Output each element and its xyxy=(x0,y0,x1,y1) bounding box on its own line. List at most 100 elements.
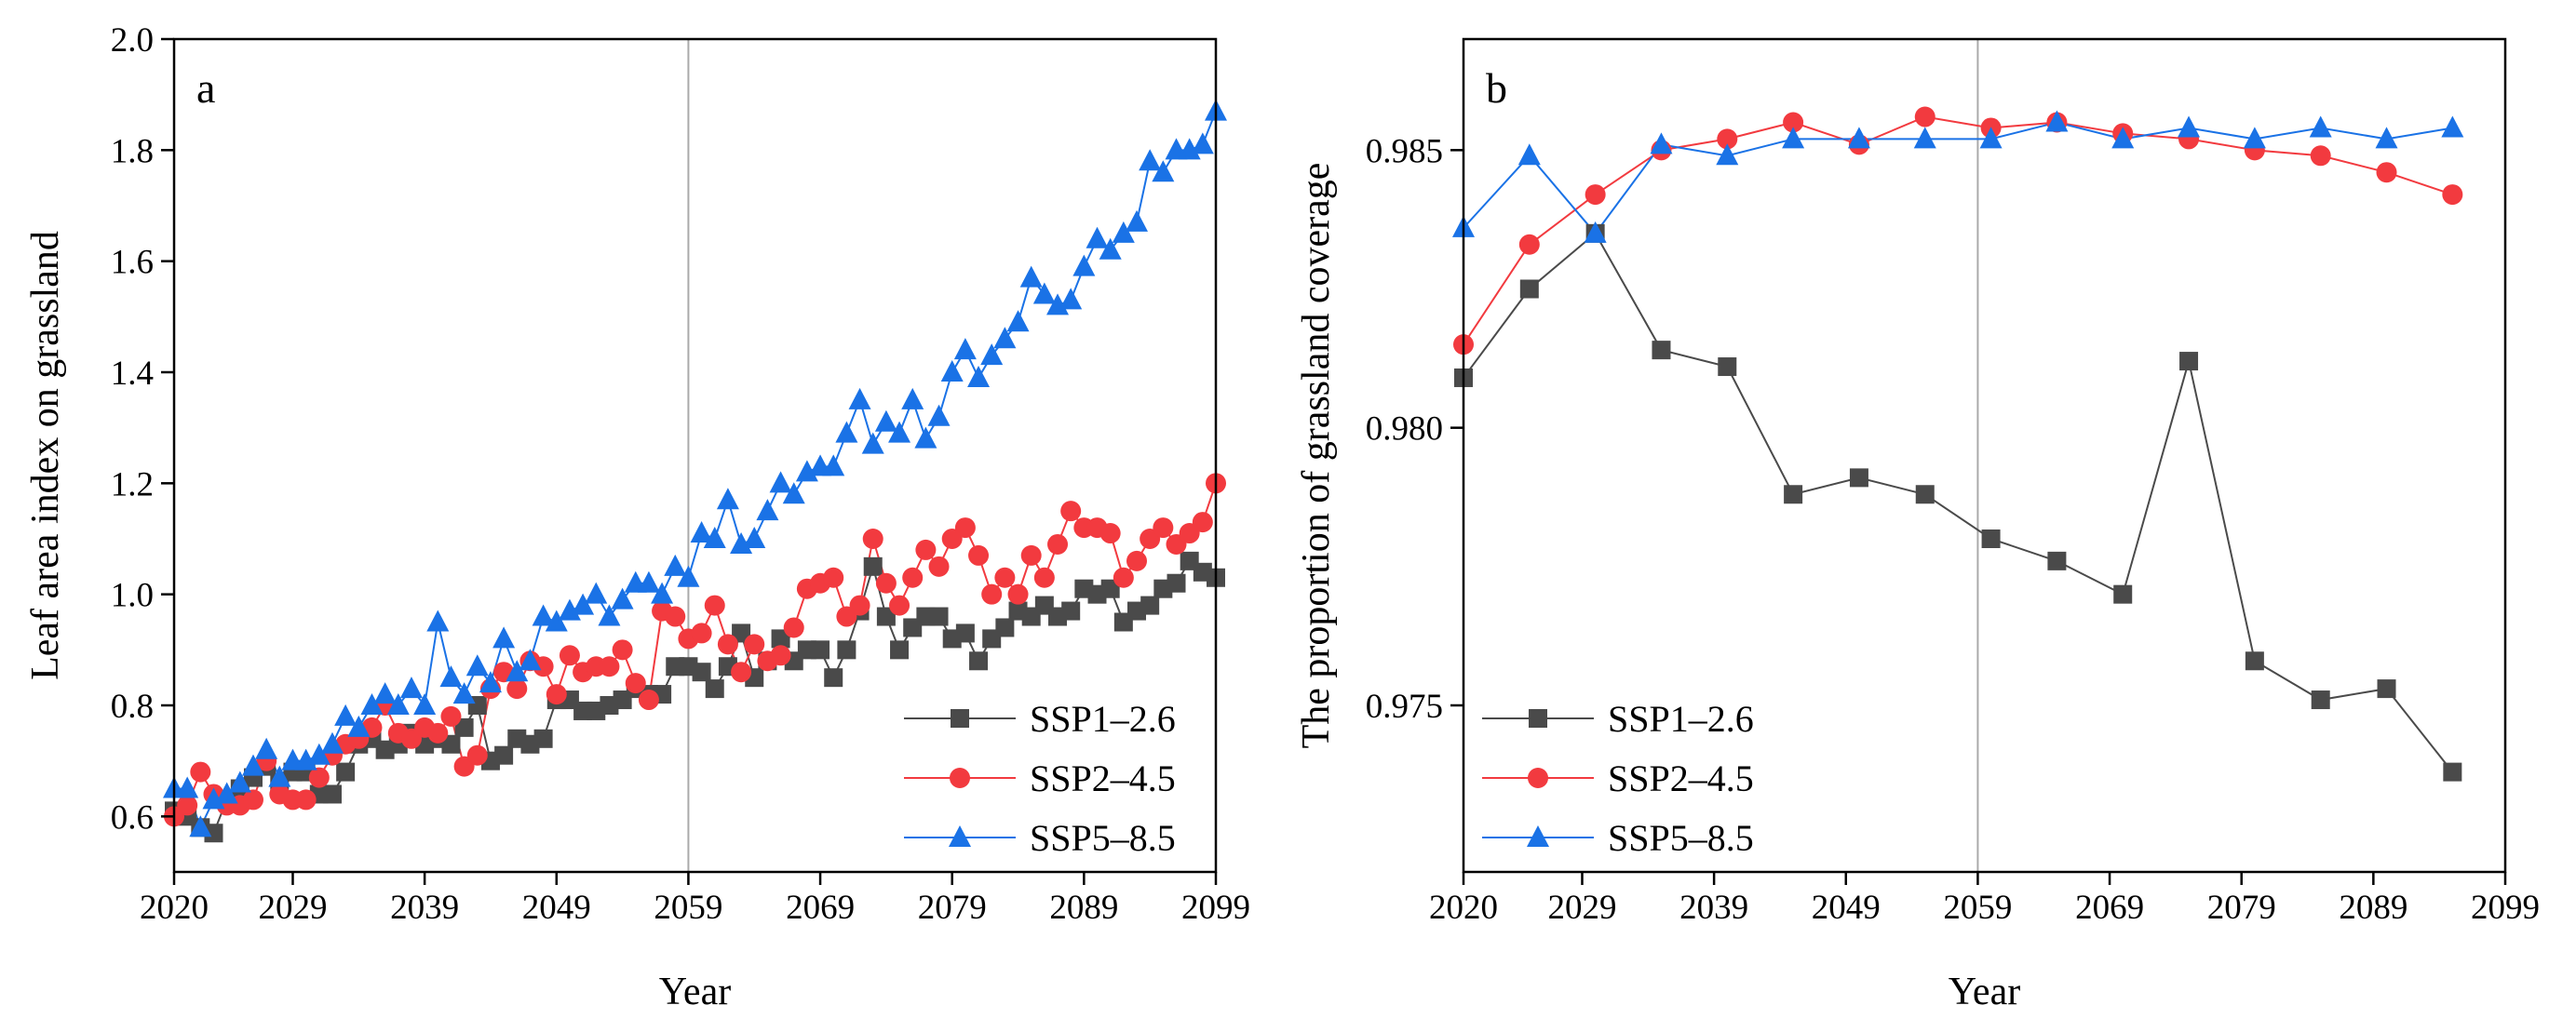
x-tick-label: 2069 xyxy=(2075,889,2144,927)
x-tick-label: 2049 xyxy=(1812,889,1881,927)
y-tick-label: 1.2 xyxy=(111,465,154,503)
y-tick-label: 0.975 xyxy=(1366,688,1443,726)
y-tick-label: 1.6 xyxy=(111,244,154,282)
marker xyxy=(980,343,1004,366)
marker xyxy=(1060,501,1082,522)
marker xyxy=(770,645,791,666)
marker xyxy=(1192,512,1213,533)
marker xyxy=(953,338,977,360)
x-tick-label: 2079 xyxy=(2207,889,2276,927)
legend-marker xyxy=(1529,709,1547,728)
marker xyxy=(889,595,910,616)
marker xyxy=(2179,352,2199,371)
x-tick-label: 2029 xyxy=(1547,889,1616,927)
series-line xyxy=(1463,115,2453,345)
marker xyxy=(322,784,342,804)
marker xyxy=(716,488,739,510)
x-tick-label: 2059 xyxy=(1943,889,2012,927)
marker xyxy=(559,645,580,666)
marker xyxy=(399,677,423,699)
marker xyxy=(1585,184,1606,206)
marker xyxy=(690,521,713,543)
x-tick-label: 2099 xyxy=(1181,889,1250,927)
marker xyxy=(967,365,991,387)
marker xyxy=(993,327,1017,349)
marker xyxy=(215,782,238,804)
marker xyxy=(466,744,488,766)
marker xyxy=(1032,282,1056,304)
legend-label: SSP1–2.6 xyxy=(1030,698,1176,740)
marker xyxy=(1979,127,2003,149)
marker xyxy=(2047,551,2067,570)
marker xyxy=(664,554,687,576)
marker xyxy=(2375,127,2398,149)
panel-label: a xyxy=(196,64,215,112)
marker xyxy=(717,634,738,655)
marker xyxy=(637,570,660,593)
marker xyxy=(189,815,212,838)
marker xyxy=(1059,288,1083,310)
marker xyxy=(2111,127,2135,149)
marker xyxy=(890,640,910,660)
legend-marker xyxy=(951,709,969,728)
marker xyxy=(1178,138,1201,160)
marker xyxy=(849,595,870,616)
marker xyxy=(426,610,450,632)
marker xyxy=(769,471,792,493)
marker xyxy=(771,629,790,649)
marker xyxy=(612,639,633,661)
marker xyxy=(440,705,462,727)
marker xyxy=(336,762,356,782)
marker xyxy=(1915,485,1935,504)
marker xyxy=(822,454,845,476)
legend-marker xyxy=(950,768,970,788)
marker xyxy=(730,531,753,554)
marker xyxy=(1152,160,1175,182)
marker xyxy=(558,598,581,621)
marker xyxy=(862,529,883,549)
marker xyxy=(1072,254,1096,276)
marker xyxy=(190,761,211,783)
marker xyxy=(2443,762,2462,782)
x-tick-label: 2089 xyxy=(1049,889,1118,927)
x-tick-label: 2029 xyxy=(258,889,327,927)
marker xyxy=(1047,533,1069,555)
marker xyxy=(532,604,555,626)
marker xyxy=(494,745,514,765)
marker xyxy=(1126,550,1148,571)
marker xyxy=(295,789,317,811)
legend-label: SSP2–4.5 xyxy=(1608,757,1754,799)
legend-label: SSP1–2.6 xyxy=(1608,698,1754,740)
marker xyxy=(901,387,924,409)
x-tick-label: 2079 xyxy=(918,889,987,927)
marker xyxy=(1783,112,1804,133)
marker xyxy=(307,743,330,765)
marker xyxy=(914,426,937,449)
marker xyxy=(1020,544,1042,566)
marker xyxy=(1100,579,1120,598)
marker xyxy=(228,771,251,793)
marker xyxy=(876,607,896,626)
x-tick-label: 2049 xyxy=(522,889,591,927)
marker xyxy=(204,824,223,843)
legend-marker xyxy=(1527,825,1549,847)
marker xyxy=(782,482,805,504)
marker xyxy=(1113,567,1134,588)
marker xyxy=(929,607,949,626)
marker xyxy=(611,587,634,610)
marker xyxy=(994,567,1016,588)
marker xyxy=(479,671,502,693)
marker xyxy=(413,693,437,715)
marker xyxy=(2178,115,2201,138)
legend-label: SSP5–8.5 xyxy=(1608,817,1754,859)
marker xyxy=(811,640,830,660)
marker xyxy=(1153,517,1174,539)
marker xyxy=(902,567,924,588)
marker xyxy=(2045,110,2069,132)
marker xyxy=(1061,601,1081,621)
marker xyxy=(888,421,911,443)
marker xyxy=(731,662,752,683)
marker xyxy=(465,654,489,677)
marker xyxy=(1517,143,1541,166)
